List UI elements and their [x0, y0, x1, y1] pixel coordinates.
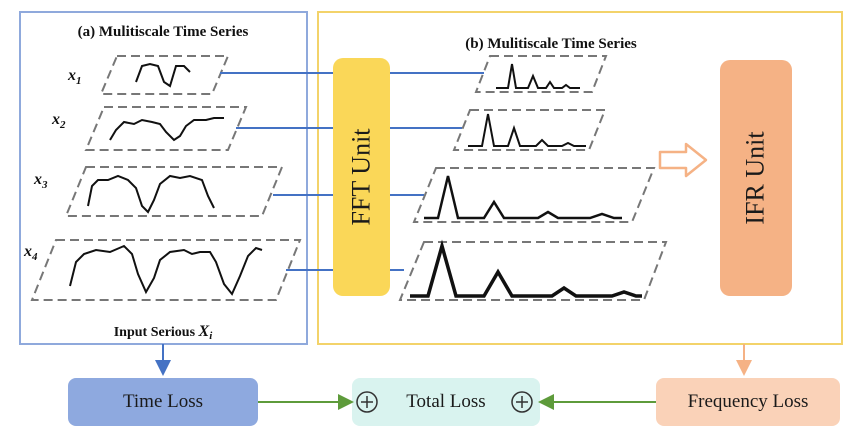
spectrum-3: [412, 167, 656, 223]
svg-text:x4: x4: [23, 243, 38, 263]
ifr-unit-box: [720, 60, 792, 296]
spectrum-1: [474, 55, 608, 93]
x1-subscript: 1: [76, 75, 82, 87]
ifr-unit-label: IFR Unit: [720, 60, 792, 296]
time-loss-label: Time Loss: [68, 378, 258, 426]
panel-b-title: (b) Mulitiscale Time Series: [465, 36, 637, 52]
time-series-x1: x1: [67, 55, 230, 95]
ifr-unit-text: IFR Unit: [741, 131, 770, 225]
fft-unit-box: [333, 58, 390, 296]
freq-loss-box: [656, 378, 840, 426]
svg-text:Input Serious Xi: Input Serious Xi: [114, 323, 213, 342]
freq-loss-label: Frequency Loss: [656, 378, 840, 426]
x2-label: x: [51, 111, 60, 128]
input-caption-sub: i: [209, 330, 213, 342]
x4-subscript: 4: [31, 251, 38, 263]
x1-label: x: [67, 67, 76, 84]
panel-a-title: (a) Mulitiscale Time Series: [78, 24, 249, 40]
x4-label: x: [23, 243, 32, 260]
input-connectors: [220, 72, 333, 271]
spectrum-connectors: [390, 72, 484, 271]
x3-subscript: 3: [41, 179, 48, 191]
plus-icon-right: [511, 391, 533, 413]
spectrum-2: [452, 109, 607, 151]
total-loss-label: Total Loss: [352, 378, 540, 426]
input-caption: Input Serious: [114, 325, 196, 340]
svg-text:x2: x2: [51, 111, 66, 131]
svg-text:x3: x3: [33, 171, 48, 191]
time-series-x2: x2: [51, 106, 248, 151]
ifr-hollow-arrow: [658, 142, 708, 178]
x3-label: x: [33, 171, 42, 188]
spectrum-4: [398, 239, 668, 301]
freq-loss-text: Frequency Loss: [687, 391, 809, 412]
plus-icon-left: [356, 391, 378, 413]
total-loss-box: [352, 378, 540, 426]
x2-subscript: 2: [59, 119, 66, 131]
panel-a-frame: [19, 11, 308, 345]
time-loss-box: [68, 378, 258, 426]
time-loss-text: Time Loss: [122, 391, 204, 412]
fft-unit-label: FFT Unit: [333, 58, 390, 296]
time-series-x3: x3: [33, 166, 284, 217]
svg-text:x1: x1: [67, 67, 82, 87]
total-loss-text: Total Loss: [406, 391, 486, 412]
input-caption-var: X: [198, 323, 210, 340]
fft-unit-text: FFT Unit: [346, 128, 376, 226]
time-series-x4: x4: [23, 239, 302, 301]
panel-b-frame: [317, 11, 843, 345]
